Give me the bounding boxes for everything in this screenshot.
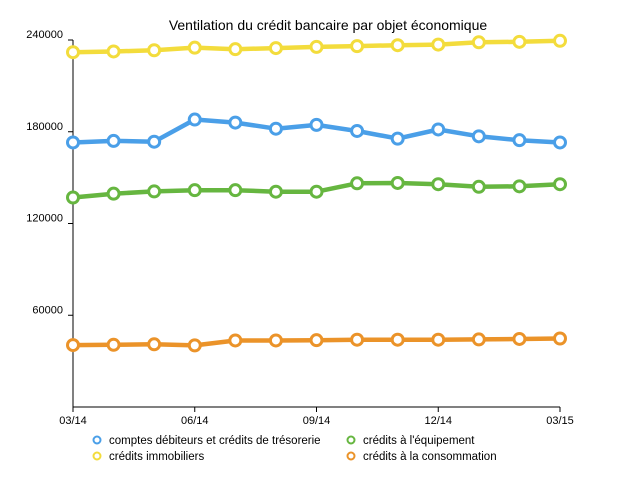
data-point [147, 43, 162, 58]
data-point [431, 177, 446, 192]
data-point [268, 333, 283, 348]
x-tick-label: 06/14 [181, 415, 209, 427]
data-point [106, 337, 121, 352]
axes [72, 40, 560, 408]
data-point [106, 186, 121, 201]
legend-item: crédits à l'équipement [346, 435, 475, 447]
legend-label: comptes débiteurs et crédits de trésorer… [109, 435, 321, 447]
data-point [390, 131, 405, 146]
x-tick-label: 03/15 [546, 415, 574, 427]
data-point [431, 122, 446, 137]
data-point [390, 332, 405, 347]
data-point [471, 35, 486, 50]
data-point [309, 117, 324, 132]
legend: comptes débiteurs et crédits de trésorer… [92, 435, 497, 463]
data-point [350, 123, 365, 138]
y-axis-ticks: 60000 120000 180000 240000 [26, 29, 73, 316]
data-point [471, 179, 486, 194]
data-point [268, 41, 283, 56]
x-axis-ticks: 03/14 06/14 09/14 12/14 03/15 [59, 407, 574, 427]
legend-label: crédits immobiliers [109, 451, 204, 463]
y-tick-label: 60000 [32, 304, 63, 316]
legend-marker [346, 435, 356, 445]
data-point [512, 331, 527, 346]
data-point [553, 331, 567, 346]
x-tick-label: 03/14 [59, 415, 87, 427]
data-point [187, 338, 202, 353]
data-point [228, 42, 243, 57]
y-tick-label: 240000 [26, 29, 63, 41]
data-point [268, 121, 283, 136]
legend-marker [92, 451, 102, 461]
plot-area [66, 33, 567, 353]
data-point [309, 39, 324, 54]
legend-label: crédits à l'équipement [363, 435, 475, 447]
data-point [268, 184, 283, 199]
data-point [187, 40, 202, 55]
series-group [66, 175, 567, 205]
data-point [147, 134, 162, 149]
data-point [228, 183, 243, 198]
legend-item: crédits à la consommation [346, 451, 497, 463]
data-point [512, 34, 527, 49]
data-point [66, 338, 80, 353]
y-tick-label: 180000 [26, 121, 63, 133]
data-point [66, 135, 80, 150]
legend-marker [92, 435, 102, 445]
series-group [66, 33, 567, 60]
data-point [66, 190, 80, 205]
data-point [309, 333, 324, 348]
data-point [553, 135, 567, 150]
y-tick-label: 120000 [26, 213, 63, 225]
data-point [228, 333, 243, 348]
data-point [66, 45, 80, 60]
data-point [471, 129, 486, 144]
data-point [187, 112, 202, 127]
data-point [106, 44, 121, 59]
data-point [390, 38, 405, 53]
legend-marker [346, 451, 356, 461]
data-point [553, 33, 567, 48]
data-point [390, 175, 405, 190]
series-group [66, 331, 567, 353]
data-point [147, 184, 162, 199]
data-point [309, 184, 324, 199]
data-point [431, 37, 446, 52]
chart-title: Ventilation du crédit bancaire par objet… [169, 17, 488, 33]
series-group [66, 112, 567, 150]
legend-label: crédits à la consommation [363, 451, 497, 463]
data-point [228, 115, 243, 130]
data-point [553, 177, 567, 192]
data-point [350, 332, 365, 347]
data-point [431, 332, 446, 347]
x-tick-label: 12/14 [424, 415, 452, 427]
x-tick-label: 09/14 [303, 415, 331, 427]
data-point [471, 332, 486, 347]
data-point [350, 39, 365, 54]
legend-item: comptes débiteurs et crédits de trésorer… [92, 435, 321, 447]
data-point [350, 176, 365, 191]
data-point [106, 133, 121, 148]
legend-item: crédits immobiliers [92, 451, 204, 463]
data-point [512, 179, 527, 194]
data-point [512, 133, 527, 148]
data-point [187, 183, 202, 198]
data-point [147, 337, 162, 352]
